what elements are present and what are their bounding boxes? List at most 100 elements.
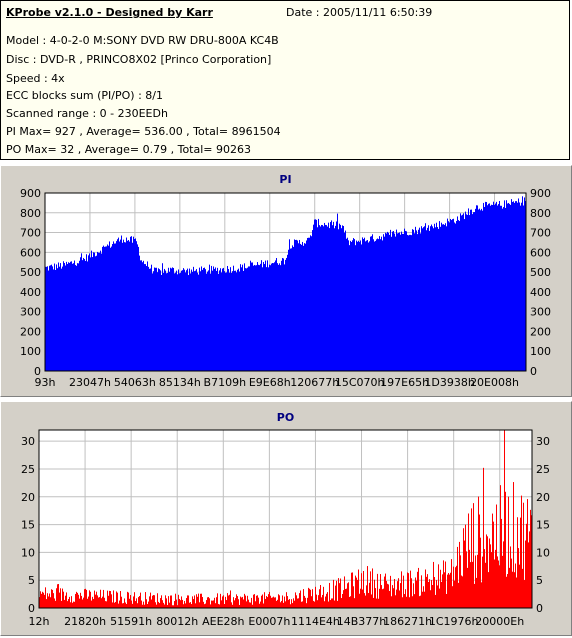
data-column bbox=[52, 266, 53, 371]
data-column bbox=[99, 597, 100, 608]
data-column bbox=[330, 222, 331, 371]
data-column bbox=[218, 273, 219, 371]
data-column bbox=[370, 236, 371, 371]
data-column bbox=[474, 212, 475, 371]
data-column bbox=[264, 592, 265, 608]
y-tick-label-right: 200 bbox=[530, 325, 551, 338]
data-column bbox=[71, 261, 72, 371]
data-column bbox=[249, 266, 250, 371]
x-tick-label: E9E68h bbox=[249, 376, 291, 389]
data-column bbox=[405, 230, 406, 371]
data-column bbox=[305, 243, 306, 371]
data-column bbox=[491, 204, 492, 371]
data-column bbox=[243, 599, 244, 608]
data-column bbox=[199, 267, 200, 371]
y-tick-label-left: 0 bbox=[34, 365, 41, 378]
data-column bbox=[130, 236, 131, 371]
data-column bbox=[390, 575, 391, 608]
data-column bbox=[418, 567, 419, 608]
data-column bbox=[133, 596, 134, 608]
data-column bbox=[384, 576, 385, 608]
data-column bbox=[367, 566, 368, 608]
data-column bbox=[294, 600, 295, 608]
data-column bbox=[395, 595, 396, 608]
data-column bbox=[84, 589, 85, 608]
data-column bbox=[512, 571, 513, 608]
data-column bbox=[329, 582, 330, 608]
data-column bbox=[426, 230, 427, 371]
info-panel: KProbe v2.1.0 - Designed by Karr Date : … bbox=[0, 0, 570, 160]
data-column bbox=[308, 237, 309, 371]
data-column bbox=[111, 594, 112, 608]
data-column bbox=[150, 592, 151, 608]
data-column bbox=[317, 600, 318, 608]
data-column bbox=[456, 565, 457, 608]
data-column bbox=[116, 591, 117, 608]
data-column bbox=[69, 262, 70, 371]
data-column bbox=[239, 604, 240, 608]
data-column bbox=[319, 225, 320, 371]
data-column bbox=[74, 260, 75, 371]
data-column bbox=[121, 235, 122, 371]
data-column bbox=[530, 509, 531, 608]
data-column bbox=[241, 597, 242, 608]
data-column bbox=[120, 239, 121, 371]
x-tick-label: 93h bbox=[35, 376, 56, 389]
data-column bbox=[110, 591, 111, 608]
data-column bbox=[92, 596, 93, 608]
x-tick-label: 20E008h bbox=[470, 376, 519, 389]
y-tick-label-left: 20 bbox=[21, 491, 35, 504]
y-tick-label-right: 700 bbox=[530, 227, 551, 240]
data-column bbox=[152, 273, 153, 371]
y-tick-label-right: 100 bbox=[530, 345, 551, 358]
data-column bbox=[306, 240, 307, 371]
data-column bbox=[228, 269, 229, 371]
data-column bbox=[338, 229, 339, 371]
data-column bbox=[94, 590, 95, 608]
data-column bbox=[246, 601, 247, 608]
data-column bbox=[464, 219, 465, 371]
data-column bbox=[158, 268, 159, 371]
data-column bbox=[105, 246, 106, 371]
data-column bbox=[182, 599, 183, 608]
data-column bbox=[174, 601, 175, 608]
data-column bbox=[515, 201, 516, 371]
data-column bbox=[106, 601, 107, 608]
data-column bbox=[225, 272, 226, 371]
data-column bbox=[444, 224, 445, 371]
data-column bbox=[129, 598, 130, 608]
data-column bbox=[352, 240, 353, 371]
data-column bbox=[95, 256, 96, 371]
data-column bbox=[210, 604, 211, 608]
x-tick-label: 186271h bbox=[383, 615, 432, 628]
data-column bbox=[468, 208, 469, 371]
data-column bbox=[502, 208, 503, 371]
data-column bbox=[141, 600, 142, 608]
data-column bbox=[268, 267, 269, 371]
data-column bbox=[350, 596, 351, 608]
data-column bbox=[388, 232, 389, 371]
data-column bbox=[56, 588, 57, 608]
data-column bbox=[334, 228, 335, 371]
data-column bbox=[303, 245, 304, 371]
data-column bbox=[281, 260, 282, 371]
y-tick-label-right: 300 bbox=[530, 306, 551, 319]
data-column bbox=[404, 594, 405, 608]
data-column bbox=[214, 268, 215, 371]
data-column bbox=[423, 586, 424, 608]
data-column bbox=[149, 268, 150, 371]
data-column bbox=[148, 601, 149, 608]
data-column bbox=[55, 269, 56, 371]
data-column bbox=[333, 221, 334, 371]
data-column bbox=[215, 603, 216, 608]
data-column bbox=[284, 596, 285, 608]
data-column bbox=[291, 599, 292, 608]
data-column bbox=[522, 196, 523, 371]
data-column bbox=[82, 599, 83, 608]
data-column bbox=[193, 266, 194, 371]
data-column bbox=[502, 555, 503, 608]
data-column bbox=[514, 202, 515, 371]
data-column bbox=[180, 272, 181, 371]
data-column bbox=[349, 245, 350, 371]
data-column bbox=[311, 236, 312, 371]
